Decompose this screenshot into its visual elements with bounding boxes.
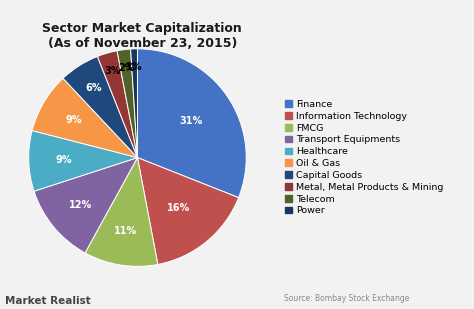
Wedge shape [29, 130, 137, 191]
Text: 3%: 3% [104, 66, 120, 76]
Text: 31%: 31% [180, 116, 203, 126]
Wedge shape [63, 57, 137, 158]
Text: 2%: 2% [118, 63, 135, 73]
Text: 9%: 9% [55, 155, 72, 165]
Wedge shape [137, 158, 238, 265]
Wedge shape [98, 51, 137, 158]
Text: 1%: 1% [127, 62, 143, 72]
Text: Sector Market Capitalization
(As of November 23, 2015): Sector Market Capitalization (As of Nove… [42, 22, 242, 50]
Wedge shape [117, 49, 137, 158]
Text: 11%: 11% [114, 226, 137, 236]
Wedge shape [32, 78, 137, 158]
Legend: Finance, Information Technology, FMCG, Transport Equipments, Healthcare, Oil & G: Finance, Information Technology, FMCG, T… [283, 98, 445, 217]
Text: Market Realist: Market Realist [5, 296, 91, 306]
Text: Source: Bombay Stock Exchange: Source: Bombay Stock Exchange [284, 294, 410, 303]
Wedge shape [34, 158, 137, 253]
Wedge shape [131, 49, 137, 158]
Text: 9%: 9% [65, 115, 82, 125]
Text: 6%: 6% [85, 83, 101, 93]
Text: 16%: 16% [167, 203, 191, 213]
Wedge shape [137, 49, 246, 198]
Wedge shape [85, 158, 158, 266]
Text: 12%: 12% [69, 200, 92, 210]
